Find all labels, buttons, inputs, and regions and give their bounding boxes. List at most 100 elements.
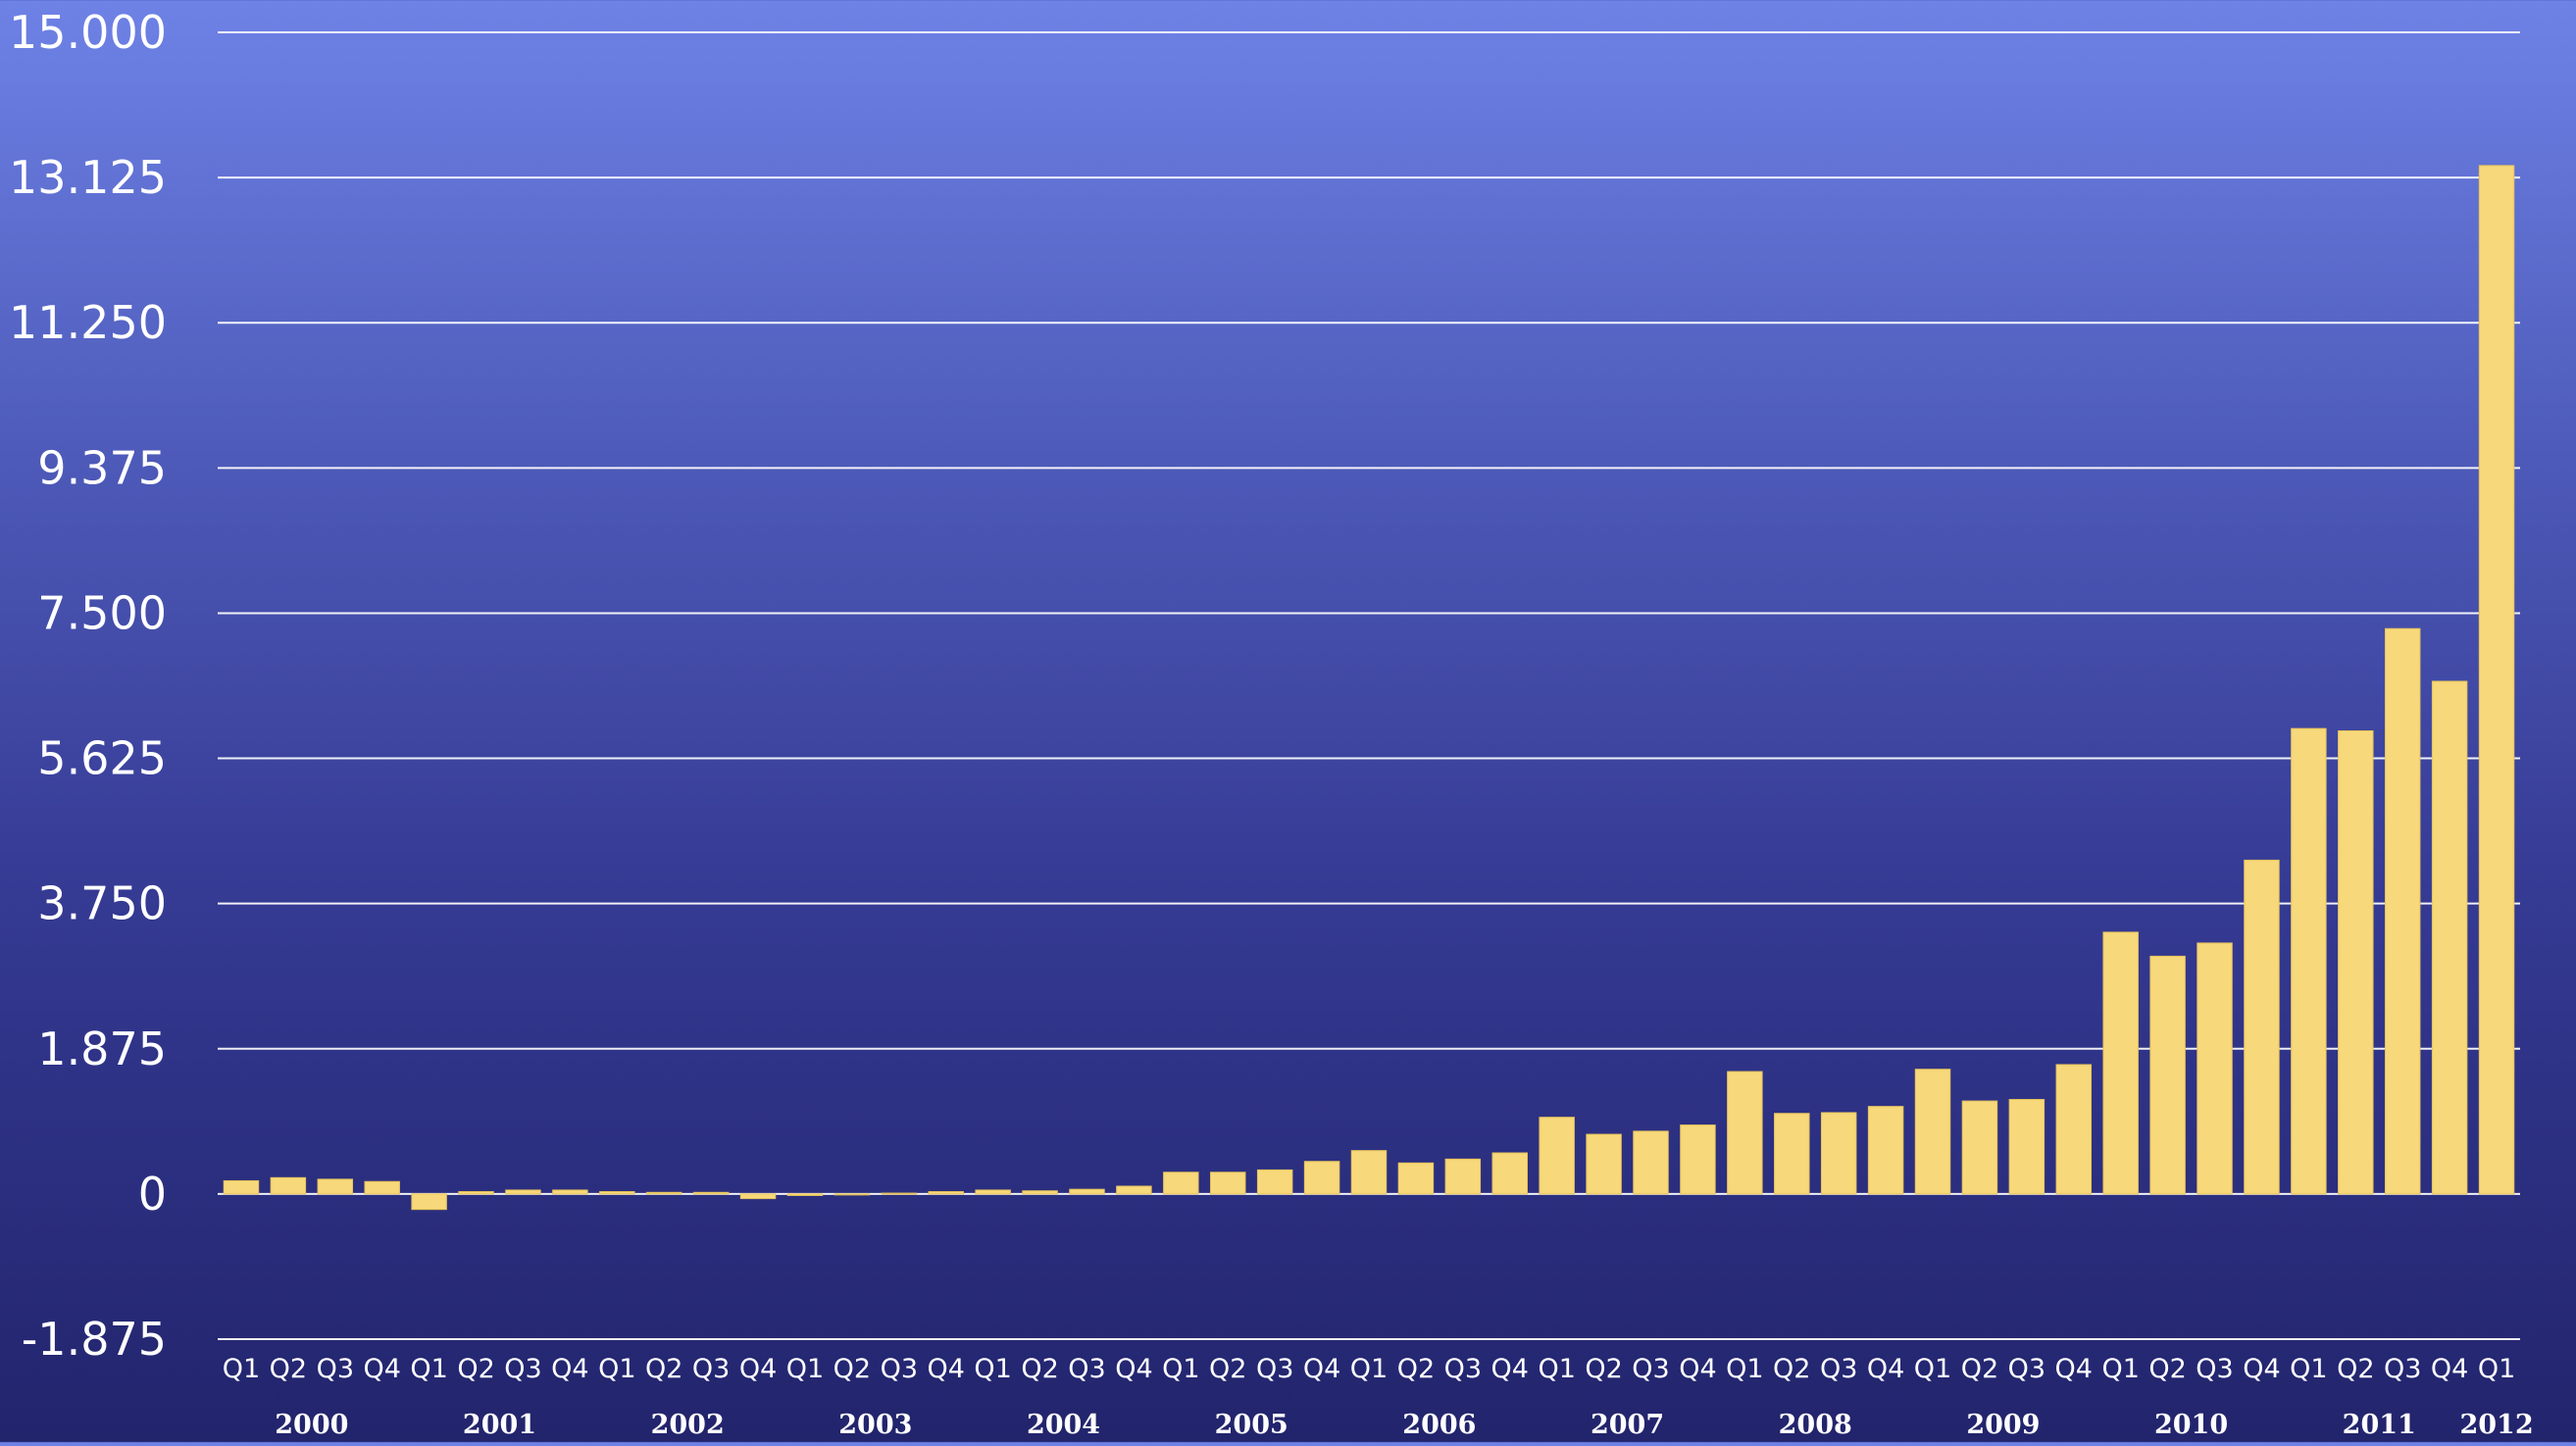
x-tick-label: Q3 (317, 1354, 354, 1384)
year-label: 2001 (463, 1410, 536, 1440)
x-tick-label: Q4 (2243, 1354, 2280, 1384)
x-tick-label: Q3 (881, 1354, 918, 1384)
x-tick-label: Q4 (551, 1354, 588, 1384)
x-tick-label: Q2 (645, 1354, 682, 1384)
bar (223, 1179, 260, 1195)
bar (317, 1178, 354, 1195)
bar (1116, 1185, 1152, 1195)
bar (1303, 1161, 1340, 1195)
bar (552, 1189, 588, 1195)
x-tick-label: Q2 (457, 1354, 494, 1384)
x-tick-label: Q2 (1021, 1354, 1058, 1384)
bar (645, 1191, 682, 1195)
x-tick-label: Q4 (2431, 1354, 2468, 1384)
year-label: 2005 (1215, 1410, 1288, 1440)
bar (928, 1191, 964, 1195)
bar (881, 1192, 918, 1195)
x-tick-label: Q1 (786, 1354, 824, 1384)
bar (2055, 1064, 2093, 1195)
x-tick-label: Q3 (2196, 1354, 2233, 1384)
x-tick-label: Q2 (1773, 1354, 1810, 1384)
y-tick-label: 13.125 (9, 151, 167, 204)
bar (1444, 1158, 1482, 1195)
bar (2244, 859, 2280, 1195)
x-tick-label: Q4 (739, 1354, 777, 1384)
x-tick-label: Q4 (928, 1354, 965, 1384)
year-label: 2002 (651, 1410, 725, 1440)
bar (2008, 1099, 2046, 1195)
bar (270, 1176, 307, 1195)
bar (1633, 1130, 1669, 1195)
year-label: 2009 (1966, 1410, 2040, 1440)
bar (692, 1191, 730, 1195)
bar (458, 1191, 494, 1195)
x-tick-label: Q1 (1914, 1354, 1951, 1384)
bar (1914, 1069, 1951, 1195)
x-tick-label: Q3 (2008, 1354, 2046, 1384)
x-tick-label: Q1 (2290, 1354, 2327, 1384)
x-tick-label: Q2 (2148, 1354, 2186, 1384)
x-tick-label: Q3 (1444, 1354, 1482, 1384)
x-tick-label: Q4 (2055, 1354, 2093, 1384)
x-tick-label: Q2 (833, 1354, 871, 1384)
x-tick-label: Q1 (410, 1354, 447, 1384)
bar (1022, 1190, 1058, 1195)
bar (2291, 727, 2327, 1195)
bar (1727, 1071, 1763, 1195)
x-tick-label: Q3 (1632, 1354, 1669, 1384)
x-tick-label: Q1 (1538, 1354, 1575, 1384)
year-label: 2010 (2154, 1410, 2228, 1440)
year-label: 2006 (1402, 1410, 1476, 1440)
x-tick-label: Q1 (1350, 1354, 1388, 1384)
year-label: 2011 (2343, 1410, 2416, 1440)
x-tick-label: Q1 (2478, 1354, 2515, 1384)
bar (411, 1193, 447, 1211)
bar (1210, 1172, 1246, 1195)
bar (1163, 1172, 1199, 1195)
bar (599, 1191, 635, 1195)
bar (2102, 931, 2139, 1195)
bar (2384, 627, 2421, 1195)
bar (1961, 1100, 1998, 1195)
bar (1350, 1150, 1388, 1195)
bar (2431, 680, 2468, 1195)
year-label: 2004 (1027, 1410, 1100, 1440)
year-label: 2003 (838, 1410, 912, 1440)
x-tick-label: Q1 (2101, 1354, 2139, 1384)
year-label: 2007 (1591, 1410, 1664, 1440)
bar (1820, 1112, 1857, 1195)
x-tick-label: Q2 (270, 1354, 307, 1384)
y-tick-label: -1.875 (22, 1313, 167, 1366)
x-tick-label: Q1 (223, 1354, 260, 1384)
bar (1397, 1162, 1435, 1195)
year-label: 2008 (1779, 1410, 1852, 1440)
x-tick-label: Q2 (1209, 1354, 1246, 1384)
x-tick-label: Q2 (1961, 1354, 1998, 1384)
bar (2478, 165, 2515, 1195)
x-tick-label: Q4 (1679, 1354, 1716, 1384)
x-tick-label: Q1 (598, 1354, 635, 1384)
x-tick-label: Q2 (1585, 1354, 1622, 1384)
x-tick-label: Q4 (363, 1354, 400, 1384)
year-label: 2000 (275, 1410, 348, 1440)
bar (2149, 955, 2186, 1195)
y-tick-label: 5.625 (37, 732, 167, 785)
x-tick-label: Q4 (1867, 1354, 1904, 1384)
bar (1539, 1117, 1575, 1195)
bar (505, 1189, 541, 1195)
y-tick-label: 7.500 (37, 586, 167, 639)
bar (1867, 1106, 1904, 1195)
bar (739, 1193, 777, 1200)
x-tick-label: Q4 (1303, 1354, 1340, 1384)
bar (1491, 1152, 1528, 1195)
x-tick-label: Q4 (1115, 1354, 1152, 1384)
y-tick-label: 3.750 (37, 877, 167, 930)
x-tick-label: Q3 (1820, 1354, 1857, 1384)
x-tick-label: Q3 (1068, 1354, 1105, 1384)
y-tick-label: 11.250 (9, 296, 167, 349)
bar (1069, 1188, 1105, 1195)
x-tick-label: Q3 (1256, 1354, 1293, 1384)
bar (786, 1193, 824, 1196)
